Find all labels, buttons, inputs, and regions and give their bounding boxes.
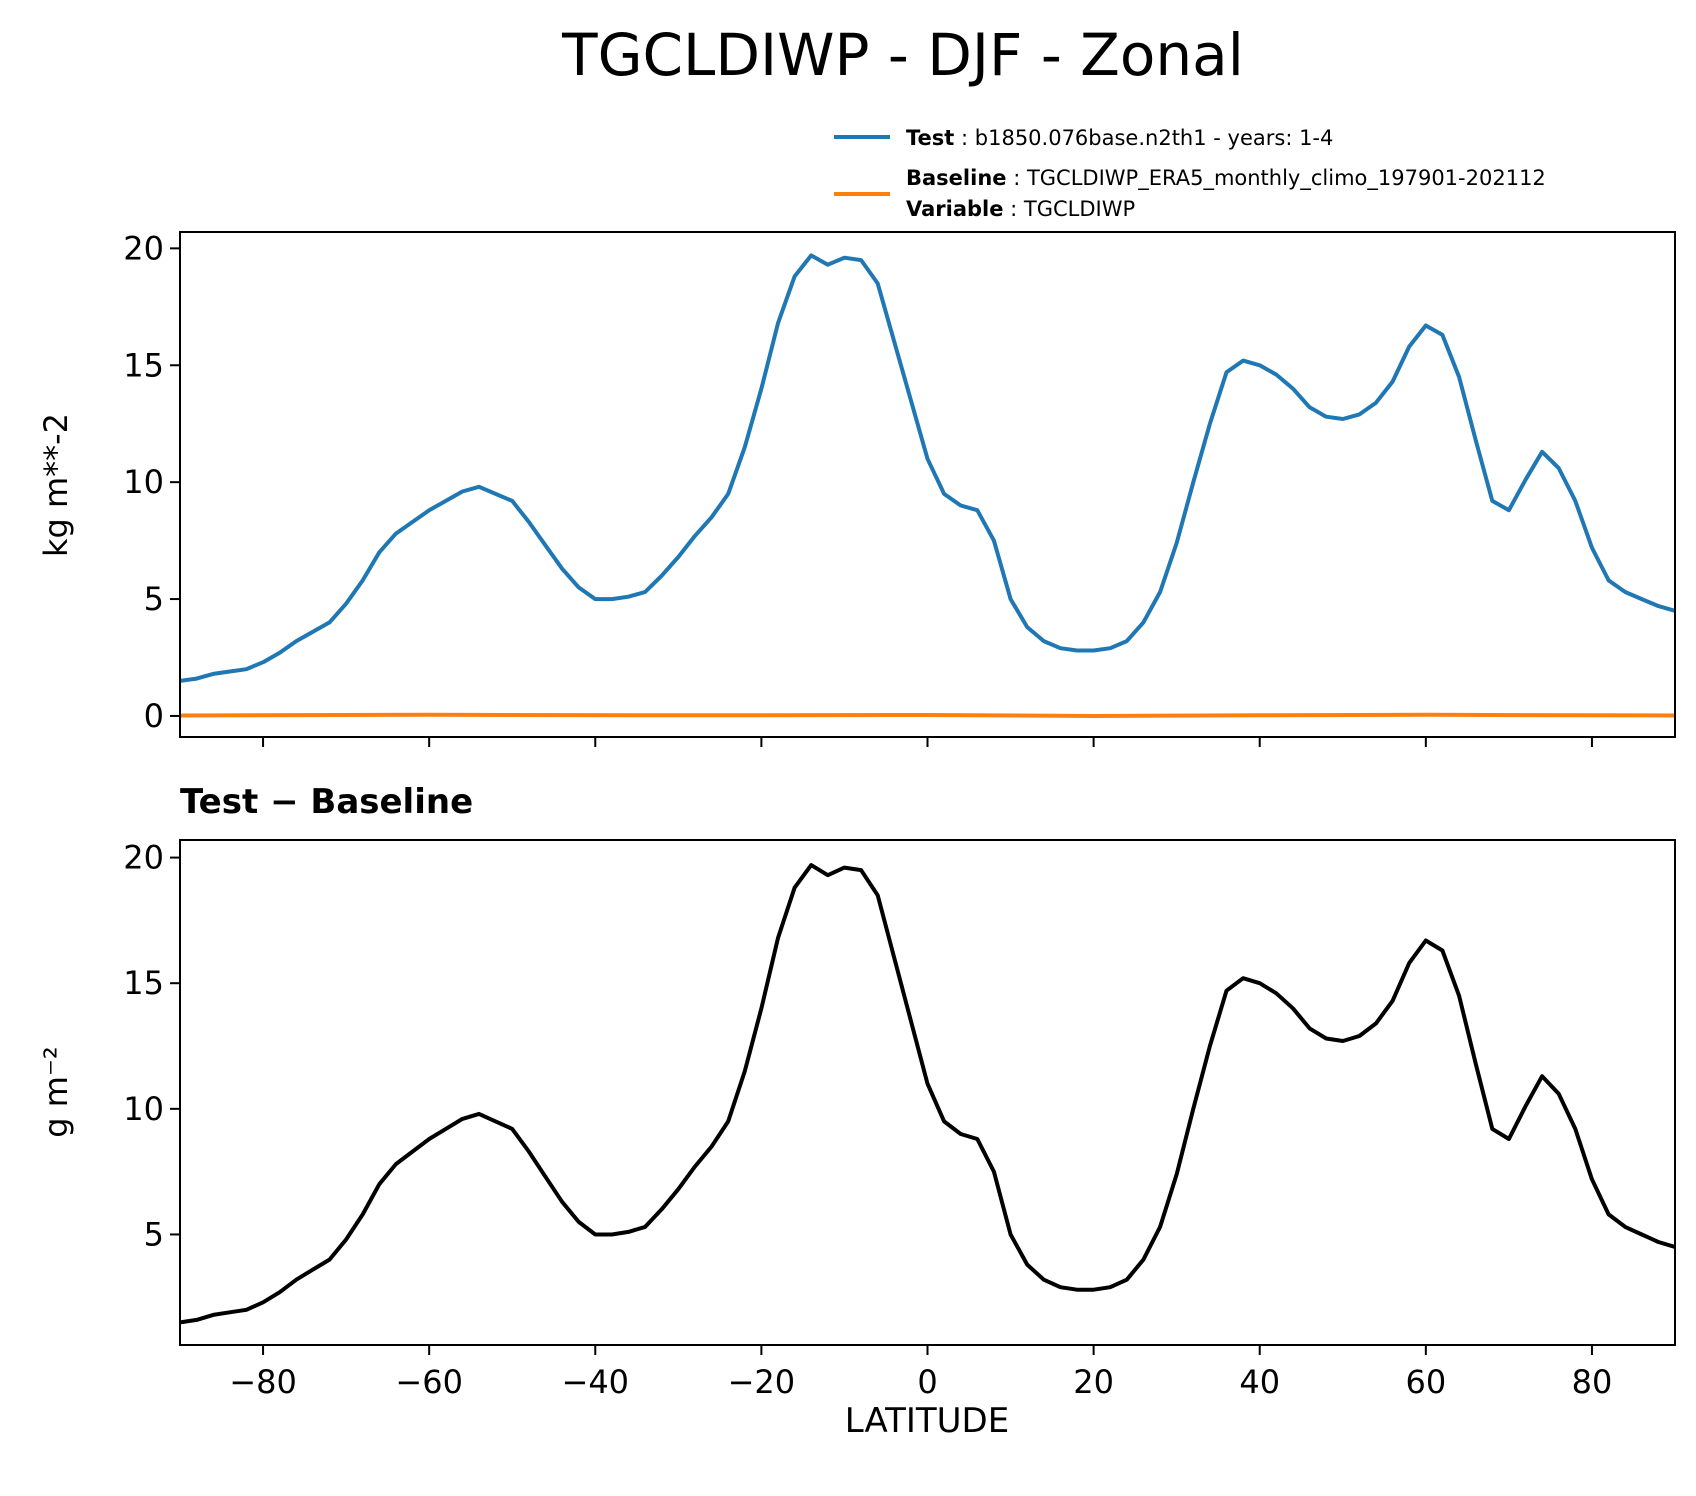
legend-baseline-colon: : <box>1007 166 1027 190</box>
bottom-x-tick-label: −60 <box>395 1363 463 1401</box>
top-y-tick-label: 15 <box>123 346 164 384</box>
top-y-tick-label: 0 <box>144 697 164 735</box>
top-plot-area <box>180 253 1675 718</box>
bottom-plot-area <box>180 863 1675 1325</box>
legend-test-colon: : <box>954 126 974 150</box>
bottom-series-difference-line <box>180 863 1675 1325</box>
top-panel: 0 5 10 15 20 kg m**-2 <box>37 229 1676 747</box>
bottom-y-tick-label: 20 <box>123 839 164 877</box>
top-y-tick-label: 10 <box>123 463 164 501</box>
bottom-x-tick-label: 20 <box>1073 1363 1114 1401</box>
bottom-y-ticks: 5 10 15 20 <box>123 839 180 1253</box>
x-axis-label: LATITUDE <box>845 1401 1009 1441</box>
top-y-tick-label: 5 <box>144 580 164 618</box>
legend-test-key: Test <box>906 126 954 150</box>
bottom-panel-title: Test − Baseline <box>180 782 473 822</box>
bottom-x-tick-label: 60 <box>1405 1363 1446 1401</box>
bottom-x-tick-label: 40 <box>1239 1363 1280 1401</box>
bottom-x-tick-label: 80 <box>1572 1363 1613 1401</box>
bottom-x-tick-label: −20 <box>728 1363 796 1401</box>
bottom-title-baseline: Baseline <box>310 782 473 822</box>
legend-variable-entry: Variable : TGCLDIWP <box>906 197 1135 221</box>
bottom-x-tick-label: −80 <box>229 1363 297 1401</box>
top-axes-frame <box>179 231 1676 738</box>
bottom-x-ticks: −80 −60 −40 −20 0 20 40 60 80 <box>229 1345 1612 1401</box>
legend-baseline-text: TGCLDIWP_ERA5_monthly_climo_197901-20211… <box>1026 166 1546 191</box>
top-series-test-line <box>180 253 1675 683</box>
figure-title: TGCLDIWP - DJF - Zonal <box>561 21 1244 89</box>
bottom-y-axis-label: g m⁻² <box>37 1046 75 1137</box>
legend: Test : b1850.076base.n2th1 - years: 1-4 … <box>834 126 1546 221</box>
legend-test-text: b1850.076base.n2th1 - years: 1-4 <box>975 126 1334 150</box>
legend-baseline-entry: Baseline : TGCLDIWP_ERA5_monthly_climo_1… <box>906 166 1546 191</box>
bottom-y-tick-label: 15 <box>123 964 164 1002</box>
bottom-title-test: Test <box>180 782 258 822</box>
legend-variable-text: TGCLDIWP <box>1023 197 1135 221</box>
legend-variable-colon: : <box>1003 197 1023 221</box>
top-series-baseline-line <box>180 712 1675 718</box>
top-y-tick-label: 20 <box>123 229 164 267</box>
bottom-title-minus: − <box>258 782 310 822</box>
bottom-axes-frame <box>179 839 1676 1346</box>
bottom-y-tick-label: 10 <box>123 1090 164 1128</box>
top-y-ticks: 0 5 10 15 20 <box>123 229 180 735</box>
legend-test-entry: Test : b1850.076base.n2th1 - years: 1-4 <box>906 126 1333 150</box>
top-x-ticks <box>262 737 1593 747</box>
bottom-x-tick-label: −40 <box>562 1363 630 1401</box>
bottom-x-tick-label: 0 <box>917 1363 937 1401</box>
bottom-y-tick-label: 5 <box>144 1215 164 1253</box>
legend-baseline-key: Baseline <box>906 166 1007 190</box>
legend-variable-key: Variable <box>906 197 1003 221</box>
top-y-axis-label: kg m**-2 <box>37 413 75 557</box>
